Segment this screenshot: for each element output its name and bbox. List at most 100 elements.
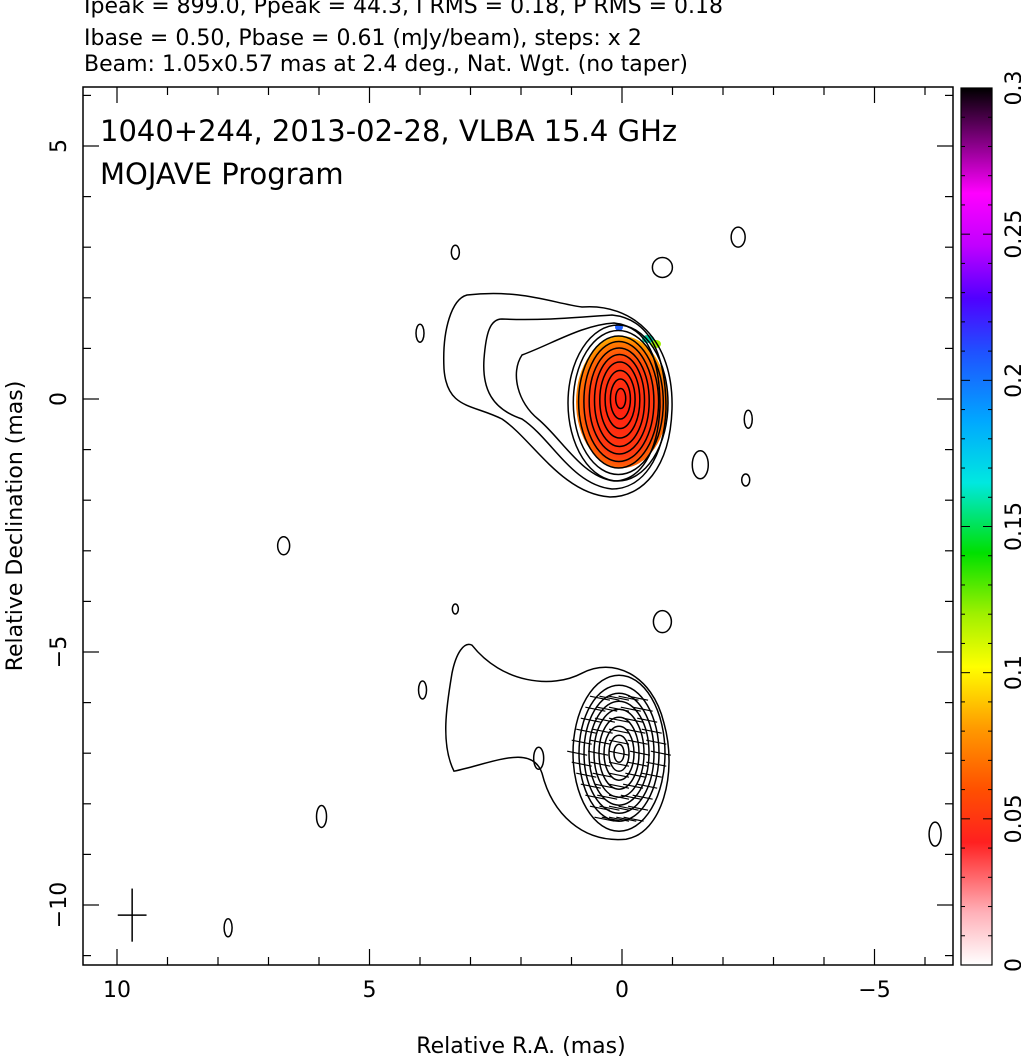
noise-contour bbox=[730, 226, 746, 248]
evpa-tick bbox=[622, 717, 644, 723]
colorbar-tick-labels: 0 0.05 0.1 0.15 0.2 0.25 0.3 bbox=[1002, 71, 1021, 973]
noise-contour bbox=[652, 609, 673, 634]
header-line-3: Beam: 1.05x0.57 mas at 2.4 deg., Nat. Wg… bbox=[84, 52, 688, 77]
evpa-tick bbox=[587, 750, 609, 756]
noise-contour bbox=[740, 473, 751, 487]
evpa-tick bbox=[608, 805, 630, 811]
core-contour-inner bbox=[583, 340, 655, 463]
evpa-tick bbox=[620, 706, 641, 712]
evpa-tick bbox=[585, 706, 606, 712]
x-tick-label: 10 bbox=[103, 978, 131, 1003]
evpa-tick bbox=[627, 695, 649, 701]
noise-contour bbox=[450, 244, 461, 261]
evpa-tick bbox=[589, 805, 611, 811]
evpa-tick bbox=[589, 695, 611, 701]
evpa-tick bbox=[608, 783, 630, 789]
evpa-tick bbox=[627, 805, 649, 811]
plot-subtitle: MOJAVE Program bbox=[100, 157, 344, 191]
core-contour-inner bbox=[567, 324, 669, 482]
evpa-tick bbox=[625, 772, 646, 778]
x-axis-label: Relative R.A. (mas) bbox=[416, 1034, 625, 1059]
evpa-tick bbox=[590, 739, 611, 745]
core-contour-inner bbox=[614, 387, 627, 410]
evpa-tick bbox=[625, 728, 646, 734]
noise-contour bbox=[691, 450, 710, 480]
evpa-tick bbox=[641, 772, 662, 778]
pi-contour-inner bbox=[588, 700, 650, 806]
pi-contour-inner bbox=[608, 734, 630, 772]
pi-outer-contour bbox=[445, 643, 670, 841]
noise-contour bbox=[315, 804, 328, 829]
evpa-tick bbox=[585, 794, 606, 800]
evpa-tick bbox=[599, 695, 620, 701]
x-tick-label: 0 bbox=[615, 978, 629, 1003]
evpa-tick bbox=[620, 794, 641, 800]
core-contour-inner bbox=[604, 369, 636, 430]
noise-contour bbox=[223, 918, 233, 938]
plot-title: 1040+244, 2013-02-28, VLBA 15.4 GHz bbox=[100, 114, 677, 148]
noise-contour bbox=[417, 680, 428, 700]
evpa-tick bbox=[618, 805, 639, 811]
core-contour-inner bbox=[609, 378, 632, 420]
x-tick-label: 5 bbox=[363, 978, 377, 1003]
evpa-tick bbox=[650, 750, 671, 756]
evpa-tick bbox=[627, 739, 648, 745]
core-contour-inner bbox=[588, 347, 650, 455]
evpa-tick bbox=[608, 772, 630, 778]
evpa-tick bbox=[592, 772, 613, 778]
noise-contour bbox=[532, 746, 545, 771]
y-axis-label: Relative Declination (mas) bbox=[3, 381, 28, 672]
core-contour-inner bbox=[572, 329, 665, 476]
evpa-tick bbox=[641, 728, 662, 734]
noise-contour bbox=[651, 256, 674, 279]
y-tick-labels: 5 0 −5 −10 bbox=[47, 139, 72, 928]
evpa-tick bbox=[597, 794, 618, 800]
noise-contour bbox=[451, 603, 460, 615]
colorbar-ticks bbox=[961, 87, 992, 966]
colorbar-tick-label: 0.2 bbox=[1002, 363, 1021, 398]
evpa-tick bbox=[608, 717, 630, 723]
x-tick-labels: 10 5 0 −5 bbox=[103, 978, 891, 1003]
evpa-tick bbox=[594, 717, 616, 723]
evpa-tick bbox=[646, 761, 667, 767]
evpa-tick bbox=[608, 816, 630, 822]
header-line-2: Ibase = 0.50, Pbase = 0.61 (mJy/beam), s… bbox=[84, 26, 642, 51]
core-contour-2 bbox=[483, 314, 667, 490]
evpa-tick bbox=[632, 706, 653, 712]
core-contour-inner bbox=[593, 353, 646, 448]
evpa-tick bbox=[646, 739, 667, 745]
y-tick-label: −10 bbox=[47, 882, 72, 928]
pi-contour-inner bbox=[613, 743, 625, 763]
evpa-tick bbox=[571, 761, 592, 767]
evpa-tick bbox=[580, 717, 601, 723]
colorbar-tick-label: 0.3 bbox=[1002, 71, 1021, 106]
core-contour-inner bbox=[577, 335, 660, 469]
evpa-tick bbox=[618, 695, 639, 701]
noise-contour bbox=[743, 409, 753, 429]
pi-contour-inner bbox=[572, 674, 666, 832]
colorbar-tick-label: 0.25 bbox=[1002, 210, 1021, 259]
noise-contour bbox=[928, 821, 942, 847]
colorbar-tick-label: 0.15 bbox=[1002, 502, 1021, 551]
evpa-tick bbox=[597, 706, 618, 712]
pi-contour-inner bbox=[603, 725, 635, 781]
y-tick-label: 0 bbox=[47, 392, 72, 406]
noise-contour bbox=[415, 323, 425, 343]
pi-contour-inner bbox=[583, 692, 655, 814]
evpa-tick bbox=[629, 750, 651, 756]
plot-frame bbox=[82, 86, 954, 966]
intensity-contours bbox=[223, 226, 942, 938]
evpa-tick bbox=[616, 816, 637, 822]
evpa-tick bbox=[608, 695, 630, 701]
evpa-vectors bbox=[567, 695, 671, 822]
evpa-tick bbox=[599, 805, 620, 811]
axis-ticks bbox=[83, 87, 953, 965]
evpa-tick bbox=[594, 783, 616, 789]
evpa-tick bbox=[608, 739, 630, 745]
colorbar-tick-label: 0.05 bbox=[1002, 794, 1021, 843]
evpa-tick bbox=[608, 750, 630, 756]
header-line-1: Ipeak = 899.0, Ppeak = 44.3, I RMS = 0.1… bbox=[84, 0, 723, 19]
evpa-tick bbox=[576, 772, 597, 778]
core-outer-contour bbox=[443, 292, 673, 498]
